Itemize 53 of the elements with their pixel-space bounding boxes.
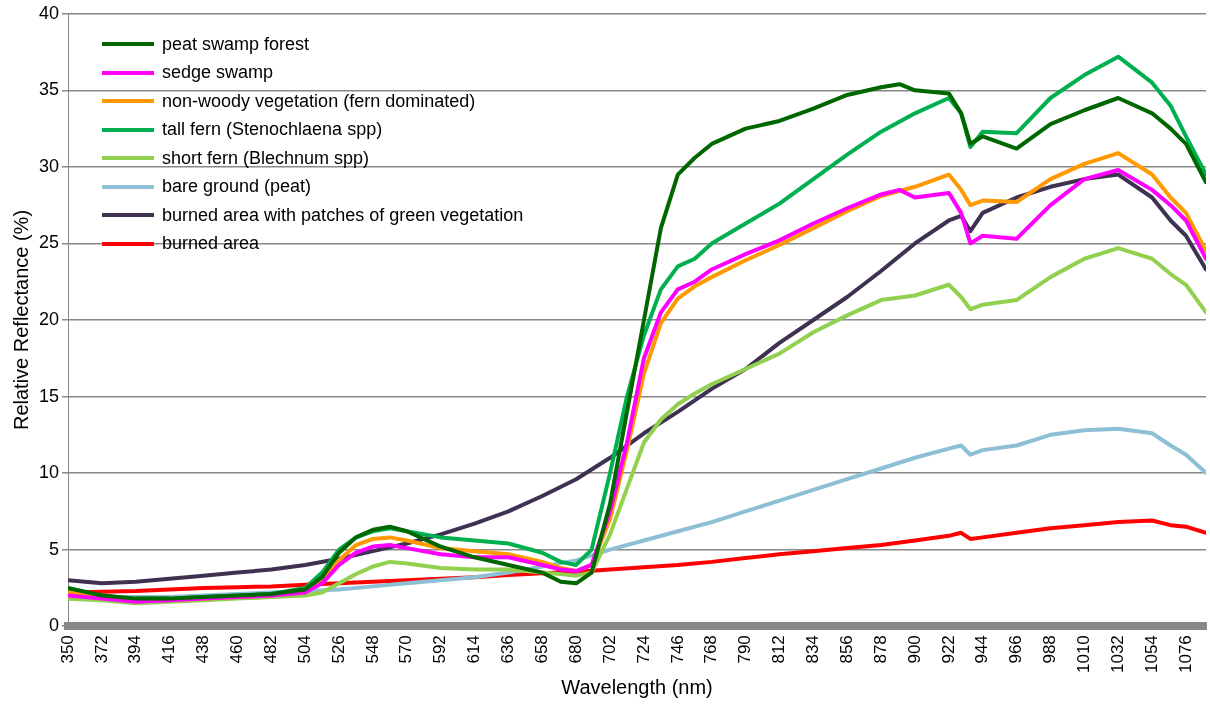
x-axis-title: Wavelength (nm): [561, 675, 713, 698]
y-tick-label: 40: [38, 2, 60, 23]
x-tick-label: 856: [836, 635, 856, 664]
x-tick-label: 350: [57, 635, 77, 664]
x-tick-label: 614: [464, 635, 484, 664]
x-tick-label: 834: [803, 635, 823, 664]
x-tick-label: 658: [532, 635, 551, 664]
x-tick-label: 592: [430, 635, 450, 664]
x-tick-label: 438: [193, 635, 213, 664]
x-tick-label: 636: [498, 635, 518, 664]
x-tick-label: 922: [938, 635, 958, 664]
x-tick-label: 944: [972, 635, 992, 664]
legend-label: burned area with patches of green vegetation: [162, 204, 524, 226]
x-tick-label: 878: [870, 635, 890, 664]
y-tick-label: 20: [38, 308, 60, 329]
x-tick-label: 394: [125, 635, 145, 664]
legend-label: short fern (Blechnum spp): [162, 147, 370, 169]
x-tick-label: 724: [633, 635, 653, 664]
x-tick-label: 1076: [1175, 635, 1195, 674]
x-tick-label: 746: [667, 635, 687, 664]
x-tick-label: 812: [769, 635, 789, 664]
y-tick-label: 25: [38, 232, 60, 253]
x-tick-label: 702: [599, 635, 619, 664]
x-tick-label: 900: [904, 635, 924, 664]
legend-label: sedge swamp: [162, 62, 274, 84]
x-tick-label: 1032: [1107, 635, 1127, 674]
legend-label: burned area: [162, 233, 260, 255]
x-tick-label: 1010: [1074, 635, 1094, 674]
y-tick-label: 15: [38, 385, 60, 406]
y-tick-label: 10: [38, 462, 60, 483]
legend-label: bare ground (peat): [162, 176, 312, 198]
x-tick-label: 680: [565, 635, 585, 664]
x-tick-label: 1054: [1141, 635, 1161, 674]
x-tick-label: 482: [260, 635, 280, 664]
y-tick-label: 5: [49, 538, 60, 559]
y-tick-label: 0: [49, 615, 60, 636]
y-tick-label: 30: [38, 155, 60, 176]
x-tick-label: 526: [328, 635, 348, 664]
y-tick-label: 35: [38, 79, 60, 100]
x-tick-label: 570: [396, 635, 416, 664]
legend-label: tall fern (Stenochlaena spp): [162, 119, 383, 141]
x-tick-label: 504: [294, 635, 314, 664]
x-tick-label: 768: [701, 635, 721, 664]
legend-label: non-woody vegetation (fern dominated): [162, 90, 476, 112]
x-tick-label: 372: [91, 635, 111, 664]
x-tick-label: 460: [227, 635, 247, 664]
x-tick-label: 966: [1006, 635, 1026, 664]
x-tick-label: 548: [362, 635, 382, 664]
legend-label: peat swamp forest: [162, 33, 310, 55]
y-axis-title: Relative Reflectance (%): [9, 209, 32, 431]
x-tick-label: 416: [159, 635, 179, 664]
x-tick-label: 988: [1040, 635, 1060, 664]
x-tick-label: 790: [735, 635, 755, 664]
